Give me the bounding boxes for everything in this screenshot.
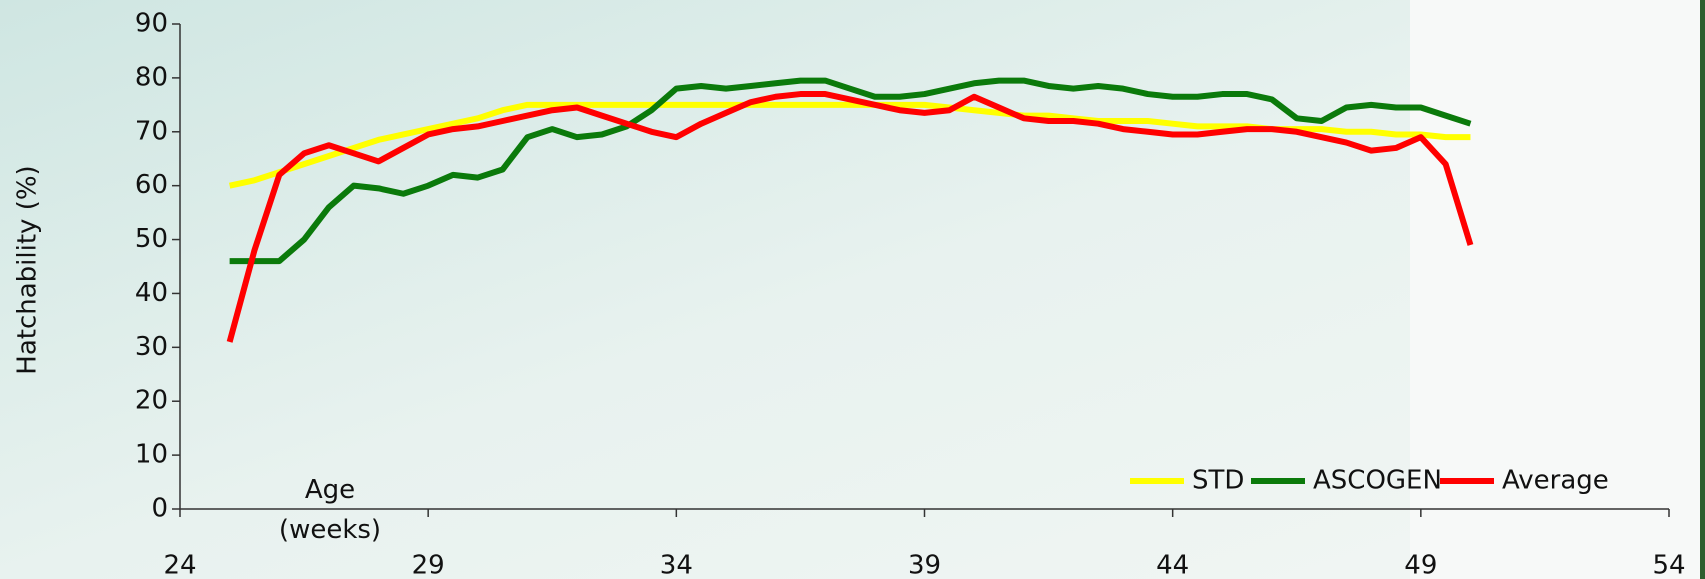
x-tick-label: 29 [412, 551, 445, 579]
x-tick-label: 34 [660, 551, 693, 579]
y-tick-label: 50 [135, 224, 168, 254]
legend-label: ASCOGEN [1313, 466, 1442, 496]
y-tick-label: 40 [135, 278, 168, 308]
legend-label: Average [1502, 466, 1609, 496]
y-tick-label: 80 [135, 62, 168, 92]
y-tick-label: 90 [135, 9, 168, 39]
y-tick-label: 0 [151, 494, 168, 524]
x-tick-label: 39 [908, 551, 941, 579]
page: Hatchability (%) Age (weeks) 0 10 20 30 40 50… [0, 0, 1705, 579]
x-axis-title-box: Age (weeks) [255, 470, 405, 550]
y-tick-label: 30 [135, 332, 168, 362]
x-tick-label: 24 [163, 551, 196, 579]
y-tick-label: 20 [135, 386, 168, 416]
y-tick-label: 70 [135, 116, 168, 146]
chart: Hatchability (%) Age (weeks) 0 10 20 30 40 50… [0, 0, 1705, 579]
x-tick-label: 54 [1652, 551, 1685, 579]
x-tick-label: 49 [1404, 551, 1437, 579]
y-axis-title: Hatchability (%) [13, 165, 43, 374]
x-axis-title: Age (weeks) [255, 470, 405, 550]
y-tick-label: 10 [135, 440, 168, 470]
border [1700, 0, 1705, 579]
legend-label: STD [1192, 466, 1244, 496]
x-tick-label: 44 [1156, 551, 1189, 579]
y-tick-label: 60 [135, 170, 168, 200]
